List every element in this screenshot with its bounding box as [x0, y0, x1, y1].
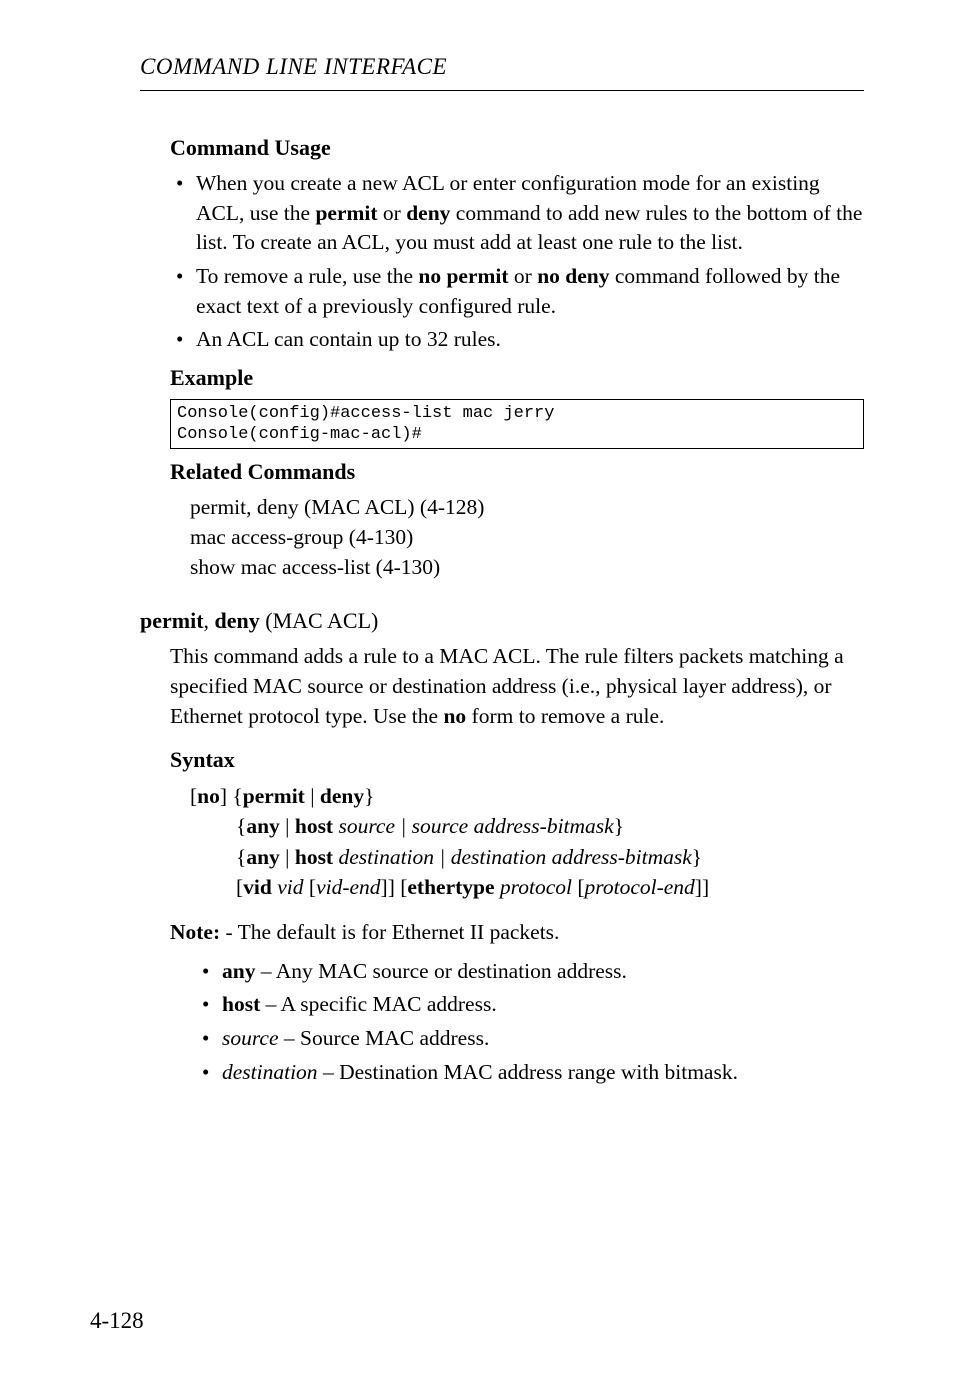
text: To remove a rule, use the — [196, 264, 418, 288]
note: Note: - The default is for Ethernet II p… — [170, 920, 864, 945]
list-item: To remove a rule, use the no permit or n… — [170, 262, 864, 321]
italic-text: destination address-bitmask — [451, 845, 692, 869]
italic-text: source — [338, 814, 395, 838]
command-description: This command adds a rule to a MAC ACL. T… — [170, 642, 864, 731]
text: | — [305, 784, 320, 808]
command-usage-list: When you create a new ACL or enter confi… — [170, 169, 864, 355]
syntax-line: [vid vid [vid-end]] [ethertype protocol … — [236, 872, 864, 902]
code-example: Console(config)#access-list mac jerry Co… — [170, 399, 864, 450]
text: } — [364, 784, 374, 808]
bold-text: deny — [406, 201, 450, 225]
italic-text: protocol-end — [585, 875, 695, 899]
bold-text: ethertype — [407, 875, 494, 899]
related-commands-list: permit, deny (MAC ACL) (4-128) mac acces… — [190, 493, 864, 582]
bold-text: host — [295, 814, 333, 838]
list-item: An ACL can contain up to 32 rules. — [170, 325, 864, 355]
italic-text: vid-end — [316, 875, 380, 899]
parameter-list: any – Any MAC source or destination addr… — [196, 957, 864, 1088]
command-name: deny — [215, 608, 260, 633]
syntax-line: {any | host source | source address-bitm… — [236, 811, 864, 841]
page: COMMAND LINE INTERFACE Command Usage Whe… — [0, 0, 954, 1388]
bold-text: no deny — [537, 264, 609, 288]
running-header: COMMAND LINE INTERFACE — [140, 54, 864, 91]
text: } — [614, 814, 624, 838]
text: ] { — [220, 784, 243, 808]
text: [ — [304, 875, 317, 899]
related-command-line: show mac access-list (4-130) — [190, 553, 864, 583]
text: [ — [572, 875, 585, 899]
text: form to remove a rule. — [466, 704, 664, 728]
param-name: host — [222, 992, 260, 1016]
text: ]] — [695, 875, 709, 899]
text: | — [280, 814, 295, 838]
param-desc: – A specific MAC address. — [260, 992, 496, 1016]
text: or — [378, 201, 407, 225]
command-title: permit, deny (MAC ACL) — [140, 608, 864, 634]
command-paren: (MAC ACL) — [260, 608, 379, 633]
param-name: destination — [222, 1060, 318, 1084]
syntax-line: {any | host destination | destination ad… — [236, 842, 864, 872]
body: Command Usage When you create a new ACL … — [170, 135, 864, 1087]
list-item: destination – Destination MAC address ra… — [196, 1058, 864, 1088]
note-label: Note: — [170, 920, 220, 944]
param-name: source — [222, 1026, 279, 1050]
text: | — [280, 845, 295, 869]
italic-text: | — [434, 845, 451, 869]
bold-text: permit — [315, 201, 377, 225]
list-item: host – A specific MAC address. — [196, 990, 864, 1020]
related-command-line: permit, deny (MAC ACL) (4-128) — [190, 493, 864, 523]
text: ]] [ — [381, 875, 408, 899]
syntax-line: [no] {permit | deny} — [190, 781, 864, 811]
heading-related-commands: Related Commands — [170, 459, 864, 485]
bold-text: no permit — [418, 264, 508, 288]
bold-text: vid — [243, 875, 272, 899]
param-desc: – Source MAC address. — [279, 1026, 490, 1050]
syntax-block: [no] {permit | deny} {any | host source … — [190, 781, 864, 901]
text: { — [236, 814, 246, 838]
text: An ACL can contain up to 32 rules. — [196, 327, 501, 351]
list-item: source – Source MAC address. — [196, 1024, 864, 1054]
heading-syntax: Syntax — [170, 747, 864, 773]
text: , — [204, 608, 215, 633]
bold-text: no — [197, 784, 220, 808]
italic-text: source address-bitmask — [412, 814, 614, 838]
text: { — [236, 845, 246, 869]
param-desc: – Destination MAC address range with bit… — [318, 1060, 738, 1084]
italic-text: | — [395, 814, 412, 838]
page-number: 4-128 — [90, 1308, 144, 1334]
text: or — [509, 264, 538, 288]
italic-text: protocol — [500, 875, 572, 899]
note-text: - The default is for Ethernet II packets… — [220, 920, 559, 944]
related-command-line: mac access-group (4-130) — [190, 523, 864, 553]
list-item: any – Any MAC source or destination addr… — [196, 957, 864, 987]
bold-text: permit — [243, 784, 305, 808]
bold-text: any — [246, 845, 279, 869]
list-item: When you create a new ACL or enter confi… — [170, 169, 864, 258]
text: } — [692, 845, 702, 869]
heading-example: Example — [170, 365, 864, 391]
heading-command-usage: Command Usage — [170, 135, 864, 161]
bold-text: no — [443, 704, 466, 728]
bold-text: deny — [320, 784, 364, 808]
italic-text: destination — [338, 845, 434, 869]
param-name: any — [222, 959, 255, 983]
bold-text: host — [295, 845, 333, 869]
italic-text: vid — [277, 875, 303, 899]
command-name: permit — [140, 608, 204, 633]
bold-text: any — [246, 814, 279, 838]
param-desc: – Any MAC source or destination address. — [255, 959, 626, 983]
